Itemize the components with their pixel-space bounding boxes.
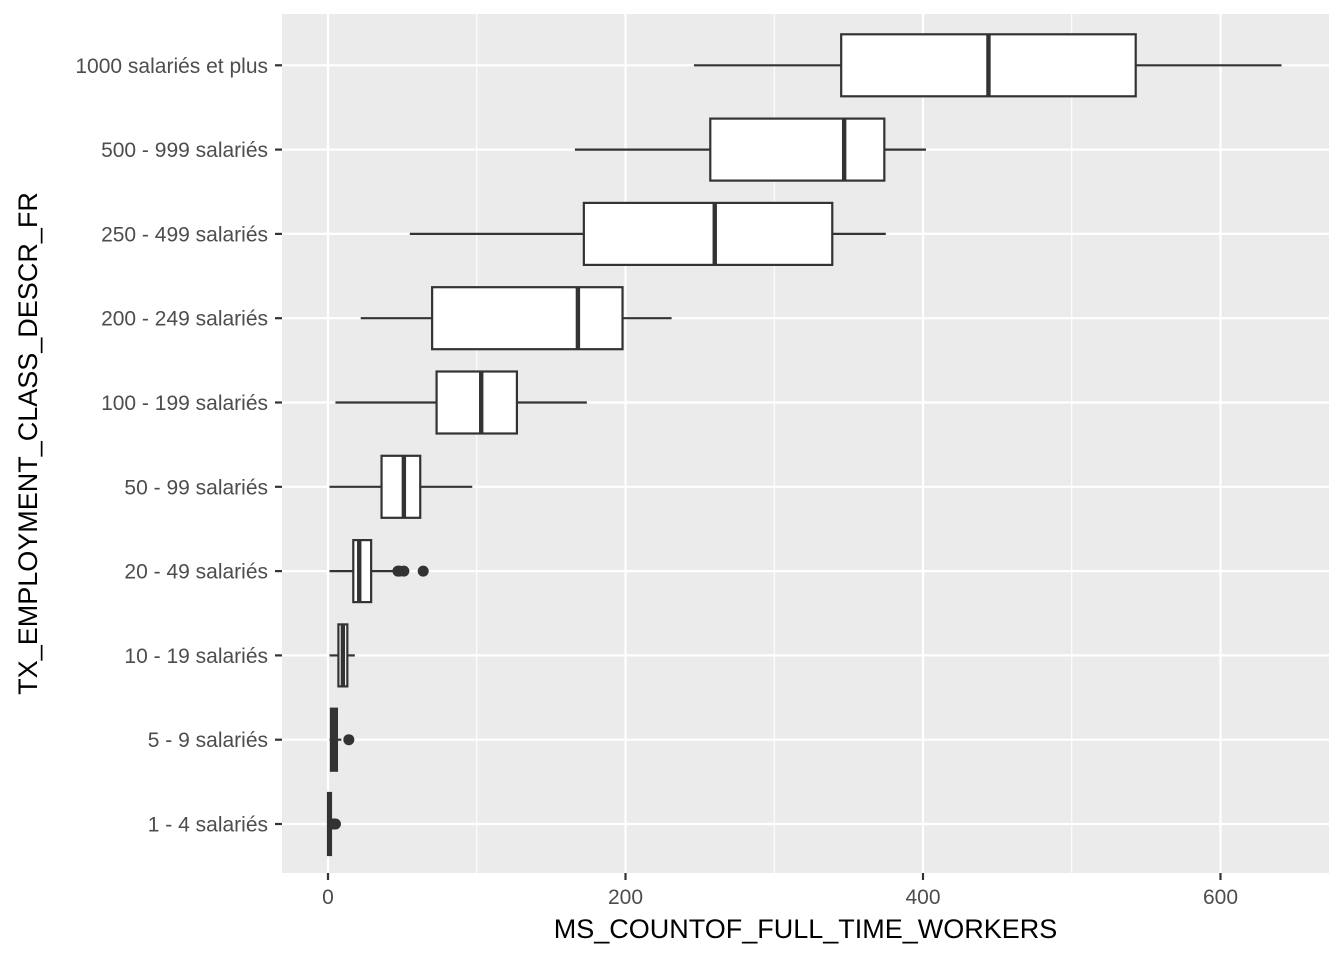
y-tick-label: 500 - 999 salariés: [101, 139, 268, 162]
box-4: [329, 538, 429, 604]
box-iqr: [380, 454, 422, 519]
y-axis-title: TX_EMPLOYMENT_CLASS_DESCR_FR: [13, 192, 43, 695]
box-5: [329, 454, 473, 519]
box-series: [326, 33, 1282, 857]
box-8: [409, 201, 886, 266]
outlier-point: [343, 734, 355, 746]
x-tick-label: 600: [1203, 886, 1238, 909]
y-tick-label: 1000 salariés et plus: [75, 55, 268, 78]
box-iqr: [709, 117, 886, 182]
y-tick-label: 1 - 4 salariés: [148, 814, 268, 837]
box-7: [360, 286, 672, 351]
y-tick-label: 20 - 49 salariés: [124, 561, 268, 584]
box-6: [335, 370, 587, 435]
x-tick-label: 200: [608, 886, 643, 909]
y-tick-label: 50 - 99 salariés: [124, 476, 268, 499]
y-tick-label: 250 - 499 salariés: [101, 223, 268, 246]
y-axis: 1 - 4 salariés 5 - 9 salariés 10 - 19 sala…: [75, 55, 282, 837]
outlier-point: [329, 818, 341, 830]
box-iqr: [431, 286, 624, 351]
x-tick-label: 400: [905, 886, 940, 909]
box-iqr: [435, 370, 519, 435]
outlier-point: [417, 565, 429, 577]
box-2: [329, 707, 355, 772]
x-tick-label: 0: [322, 886, 334, 909]
x-axis-title: MS_COUNTOF_FULL_TIME_WORKERS: [554, 914, 1058, 944]
y-tick-label: 100 - 199 salariés: [101, 392, 268, 415]
box-9: [574, 117, 926, 182]
y-tick-label: 5 - 9 salariés: [148, 729, 268, 752]
box-iqr: [352, 538, 373, 604]
x-axis: 0 200 400 600: [322, 873, 1238, 909]
box-10: [693, 33, 1282, 98]
box-3: [329, 623, 355, 688]
y-tick-label: 200 - 249 salariés: [101, 308, 268, 331]
box-1: [326, 791, 341, 857]
outlier-point: [398, 565, 410, 577]
y-tick-label: 10 - 19 salariés: [124, 645, 268, 668]
box-iqr: [582, 201, 834, 266]
